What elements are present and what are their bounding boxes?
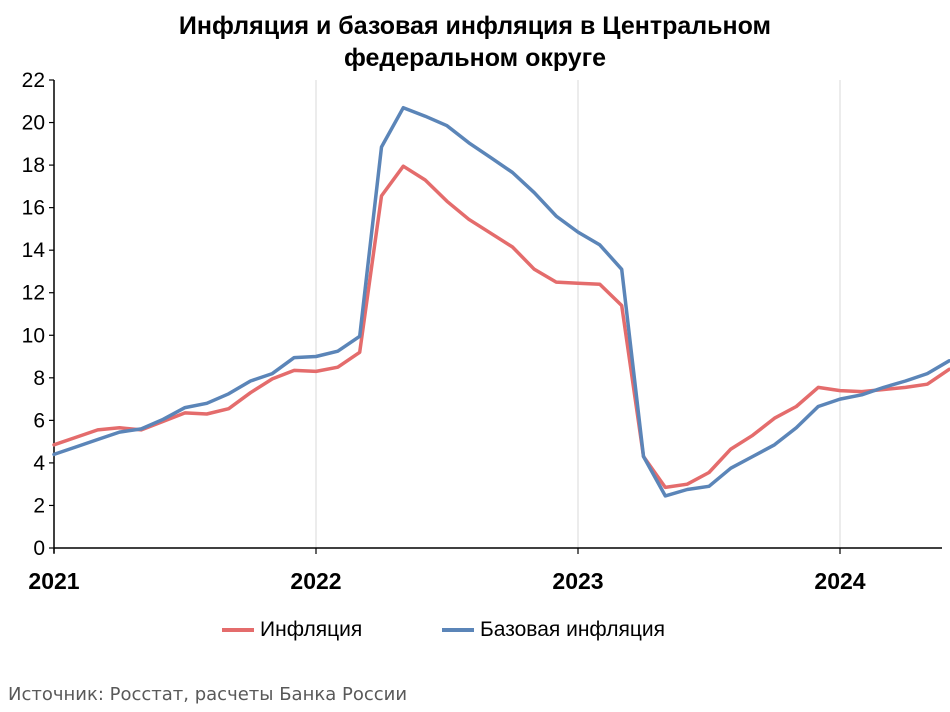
x-tick-label: 2021: [28, 568, 79, 594]
legend-swatch-core-inflation: [442, 628, 474, 632]
x-tick-label: 2024: [814, 568, 865, 594]
y-tick-label: 14: [22, 239, 46, 262]
legend-label-core-inflation: Базовая инфляция: [480, 618, 666, 641]
legend-item-core-inflation: Базовая инфляция: [442, 616, 665, 644]
y-tick-label: 12: [22, 282, 45, 305]
legend-swatch-inflation: [222, 628, 254, 632]
legend-label-inflation: Инфляция: [260, 618, 363, 641]
y-tick-label: 0: [33, 537, 45, 560]
axes: [49, 79, 942, 554]
y-tick-label: 18: [22, 154, 45, 177]
y-tick-label: 20: [22, 112, 45, 135]
x-tick-labels: 2021 2022 2023 2024: [28, 568, 865, 594]
chart-title: Инфляция и базовая инфляция в Центрально…: [178, 12, 772, 72]
y-tick-label: 6: [33, 409, 45, 432]
x-tick-label: 2023: [552, 568, 603, 594]
y-tick-label: 22: [22, 69, 45, 92]
y-tick-label: 16: [22, 197, 45, 220]
grid-lines: [315, 80, 841, 548]
series-line-inflation: [52, 164, 950, 490]
y-tick-label: 8: [33, 367, 45, 390]
x-tick-label: 2022: [290, 568, 341, 594]
series-line-core-inflation: [52, 105, 950, 498]
y-tick-label: 2: [33, 494, 45, 517]
legend-item-inflation: Инфляция: [222, 616, 362, 644]
y-tick-label: 10: [22, 324, 45, 347]
series-lines: [52, 105, 950, 498]
y-tick-labels: 0 2 4 6 8 10 12 14 16 18 20 22: [22, 69, 46, 560]
y-tick-label: 4: [33, 452, 45, 475]
source-note: Источник: Росстат, расчеты Банка России: [8, 684, 408, 705]
